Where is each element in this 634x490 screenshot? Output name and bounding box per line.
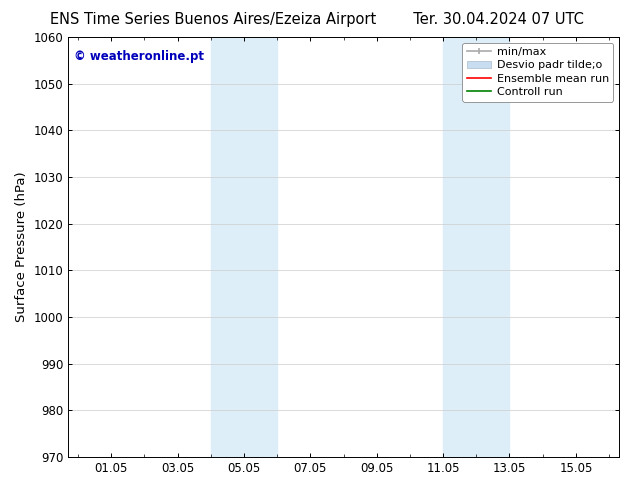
Legend: min/max, Desvio padr tilde;o, Ensemble mean run, Controll run: min/max, Desvio padr tilde;o, Ensemble m…	[462, 43, 614, 101]
Bar	[443, 37, 510, 457]
Text: ENS Time Series Buenos Aires/Ezeiza Airport        Ter. 30.04.2024 07 UTC: ENS Time Series Buenos Aires/Ezeiza Airp…	[50, 12, 584, 27]
Bar	[211, 37, 277, 457]
Text: © weatheronline.pt: © weatheronline.pt	[74, 50, 204, 63]
Y-axis label: Surface Pressure (hPa): Surface Pressure (hPa)	[15, 172, 28, 322]
